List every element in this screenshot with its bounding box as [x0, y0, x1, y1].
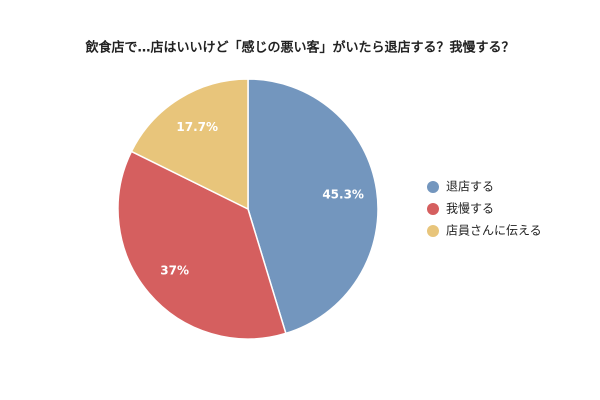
chart-title: 飲食店で…店はいいけど「感じの悪い客」がいたら退店する？我慢する？: [84, 40, 514, 56]
legend-label: 我慢する: [446, 202, 494, 216]
legend-label: 退店する: [446, 180, 494, 194]
legend-swatch: [427, 203, 439, 215]
data-label: 17.7%: [176, 120, 218, 134]
pie-slice: [117, 150, 287, 340]
data-label: 45.3%: [322, 187, 364, 201]
pie-slice: [247, 78, 379, 335]
pie-slice: [130, 78, 249, 211]
legend-label: 店員さんに伝える: [446, 224, 542, 238]
legend-swatch: [427, 225, 439, 237]
legend-swatch: [427, 181, 439, 193]
data-label: 37%: [160, 264, 189, 278]
